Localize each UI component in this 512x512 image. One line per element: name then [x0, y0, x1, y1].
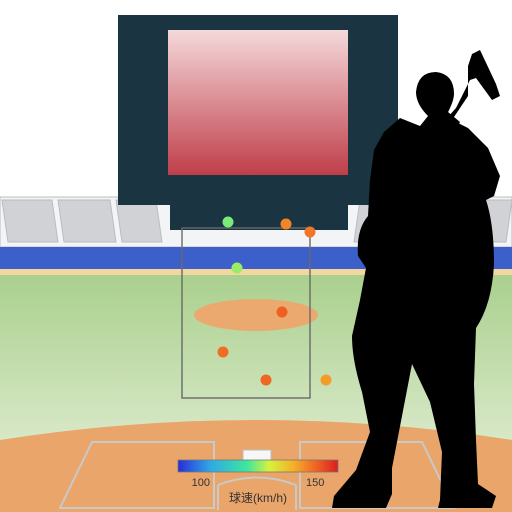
pitch-chart: 100 150 球速(km/h)	[0, 0, 512, 512]
pitch-point	[321, 375, 332, 386]
pitch-point	[218, 347, 229, 358]
pitch-point	[261, 375, 272, 386]
pitch-point	[281, 219, 292, 230]
colorscale-label: 球速(km/h)	[229, 491, 287, 505]
pitch-point	[277, 307, 288, 318]
pitch-point	[232, 263, 243, 274]
colorscale-tick: 150	[306, 477, 324, 489]
pitch-point	[223, 217, 234, 228]
colorscale-bar	[178, 460, 338, 472]
pitch-point	[305, 227, 316, 238]
colorscale-tick: 100	[192, 477, 210, 489]
